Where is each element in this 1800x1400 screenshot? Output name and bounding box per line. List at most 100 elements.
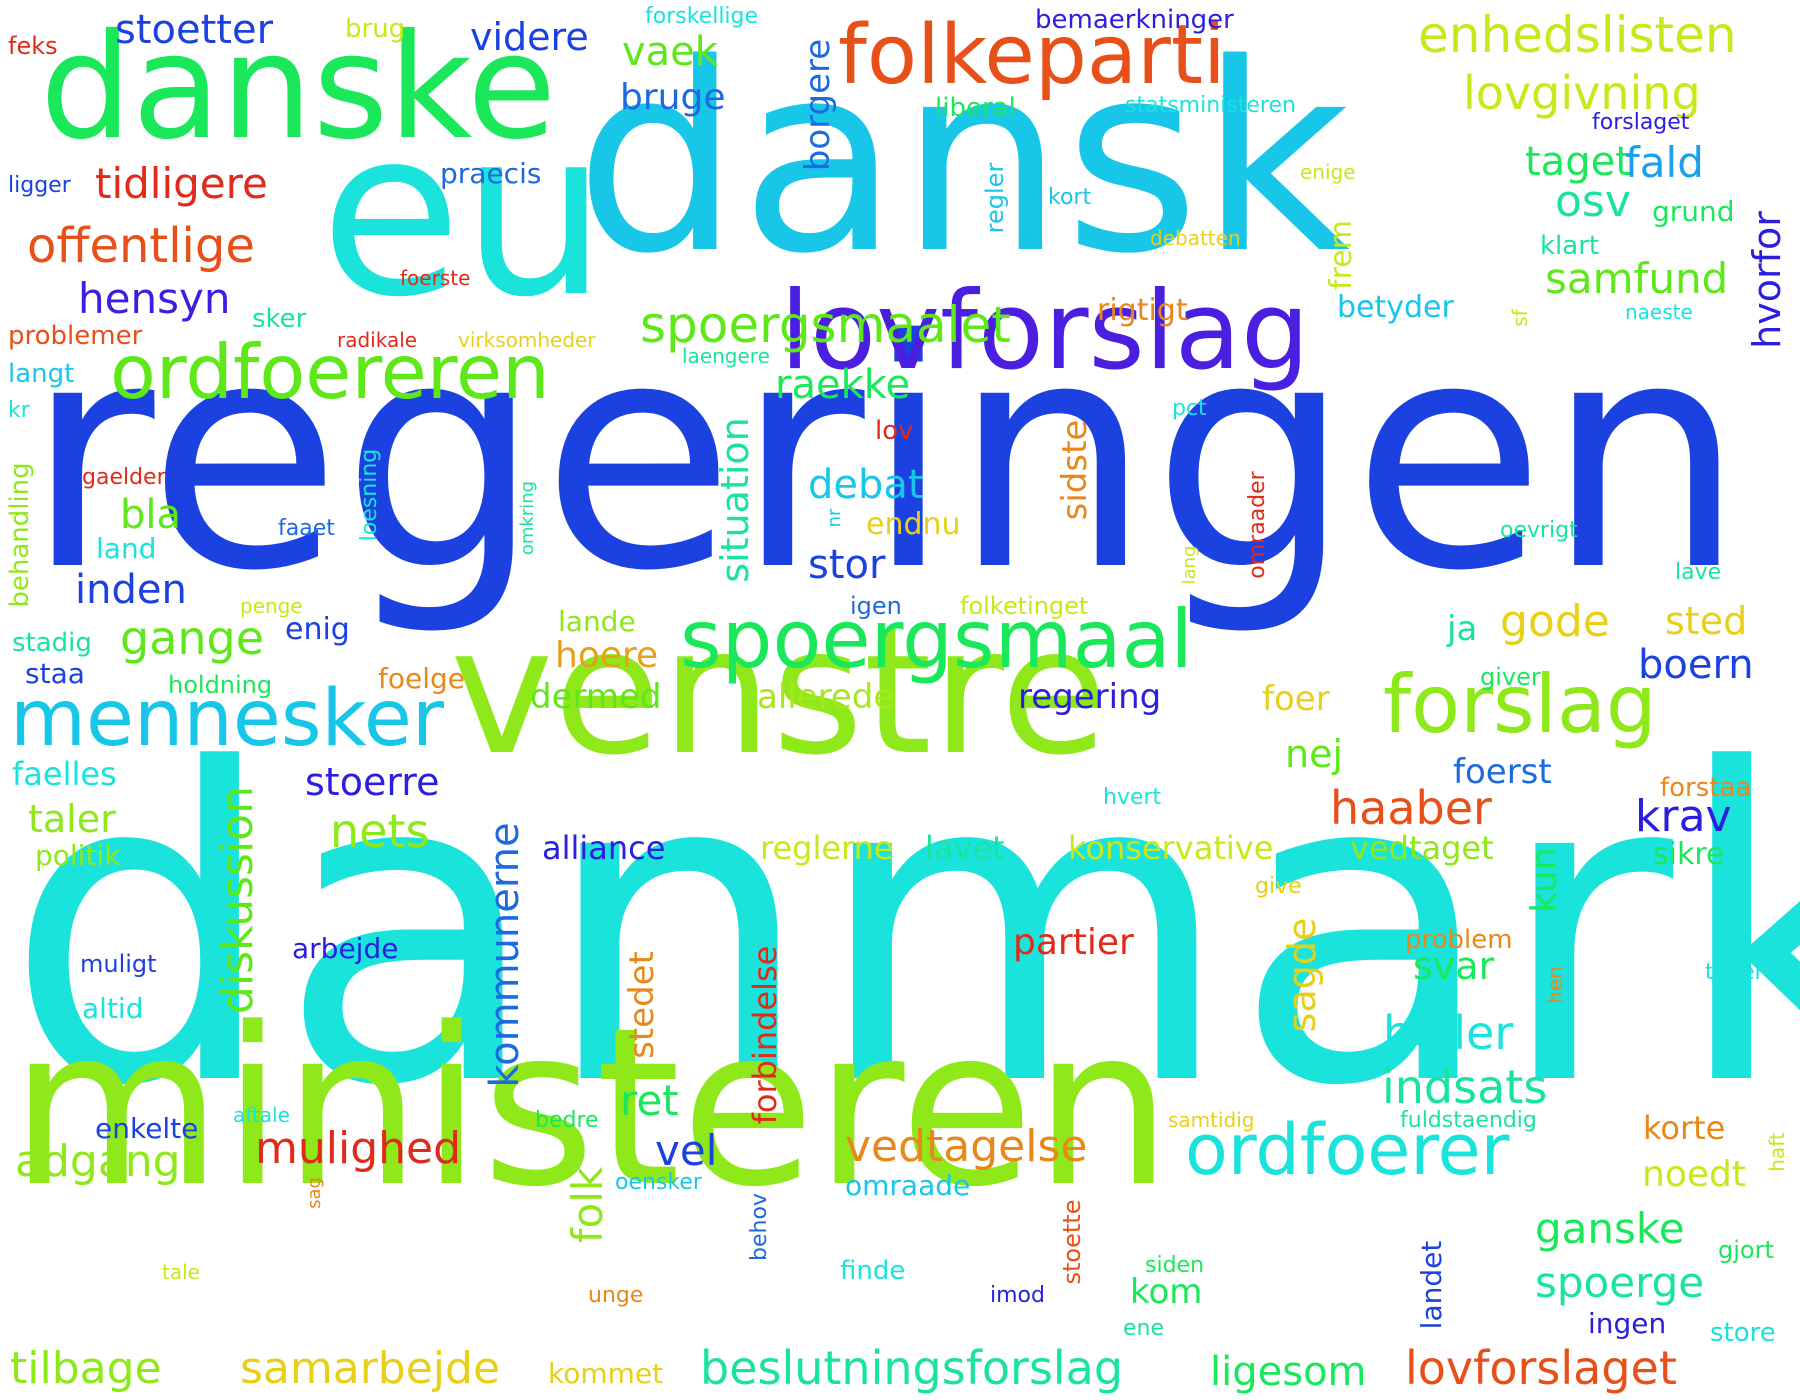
word-omkring: omkring	[517, 480, 538, 556]
word-nets: nets	[330, 804, 430, 858]
word-vedtaget: vedtaget	[1350, 829, 1494, 867]
word-regering: regering	[1018, 677, 1162, 717]
word-sikre: sikre	[1653, 837, 1725, 872]
word-holdning: holdning	[168, 671, 273, 699]
word-adgang: adgang	[15, 1136, 181, 1187]
word-lovforslaget: lovforslaget	[1405, 1341, 1677, 1395]
word-haaber: haaber	[1330, 781, 1492, 835]
word-behandling: behandling	[5, 462, 35, 608]
word-hensyn: hensyn	[78, 274, 231, 323]
word-feks: feks	[8, 32, 58, 60]
word-indsats: indsats	[1382, 1060, 1548, 1114]
word-spoergsmaalet: spoergsmaalet	[640, 296, 1011, 354]
word-landet: landet	[1415, 1240, 1448, 1330]
word-oensker: oensker	[615, 1170, 702, 1195]
word-enhedslisten: enhedslisten	[1418, 6, 1737, 64]
word-vel: vel	[655, 1126, 718, 1175]
word-siden: siden	[1145, 1253, 1205, 1278]
word-offentlige: offentlige	[27, 218, 255, 274]
word-igen: igen	[850, 592, 902, 620]
word-lande: lande	[558, 605, 636, 638]
word-folketinget: folketinget	[960, 592, 1089, 620]
word-kom: kom	[1130, 1272, 1203, 1312]
word-sker: sker	[252, 304, 307, 334]
word-partier: partier	[1013, 922, 1134, 963]
word-stoetter: stoetter	[115, 7, 274, 53]
word-venstre: venstre	[450, 591, 1108, 794]
word-dermed: dermed	[530, 677, 662, 717]
word-praecis: praecis	[440, 157, 542, 190]
word-aftale: aftale	[233, 1103, 290, 1127]
word-mennesker: mennesker	[10, 674, 444, 764]
word-loesning: loesning	[357, 448, 382, 542]
word-brug: brug	[345, 14, 406, 44]
word-ingen: ingen	[1588, 1307, 1667, 1340]
word-haft: haft	[1765, 1132, 1789, 1172]
word-borgere: borgere	[798, 38, 838, 172]
word-ret: ret	[620, 1076, 679, 1125]
word-betyder: betyder	[1337, 290, 1454, 325]
word-omraade: omraade	[845, 1169, 971, 1202]
word-naeste: naeste	[1625, 300, 1693, 324]
word-spoergsmaal: spoergsmaal	[680, 593, 1193, 686]
word-eu: eu	[320, 81, 608, 348]
word-ganske: ganske	[1535, 1204, 1685, 1253]
word-giver: giver	[1480, 663, 1541, 691]
word-give: give	[1255, 874, 1302, 899]
word-forslag: forslag	[1383, 658, 1657, 751]
word-kommunerne: kommunerne	[482, 822, 528, 1088]
word-gode: gode	[1500, 596, 1610, 647]
word-kr: kr	[8, 398, 30, 423]
word-ja: ja	[1447, 609, 1478, 649]
word-grund: grund	[1652, 195, 1735, 228]
word-forskellige: forskellige	[645, 4, 759, 29]
word-dansk: dansk	[575, 9, 1351, 311]
word-hvert: hvert	[1103, 785, 1162, 810]
word-forslaget: forslaget	[1592, 110, 1690, 135]
word-debat: debat	[808, 462, 924, 508]
word-enkelte: enkelte	[95, 1112, 199, 1145]
word-vaek: vaek	[622, 29, 718, 75]
word-klart: klart	[1540, 231, 1600, 261]
word-virksomheder: virksomheder	[458, 328, 596, 352]
word-stedet: stedet	[622, 951, 662, 1059]
word-foerst: foerst	[1453, 752, 1552, 792]
word-hoere: hoere	[555, 635, 659, 676]
word-folkeparti: folkeparti	[838, 8, 1226, 103]
word-staa: staa	[25, 657, 85, 690]
word-heller: heller	[1383, 1006, 1514, 1060]
word-sag: sag	[304, 1177, 325, 1209]
word-lave: lave	[1675, 560, 1722, 585]
word-kort: kort	[1048, 185, 1092, 210]
word-penge: penge	[240, 594, 303, 618]
word-alliance: alliance	[542, 829, 666, 867]
word-foer: foer	[1262, 679, 1330, 719]
word-stadig: stadig	[12, 628, 92, 658]
word-samarbejde: samarbejde	[240, 1343, 501, 1394]
word-ordfoerer: ordfoerer	[1185, 1109, 1510, 1191]
word-ligger: ligger	[8, 173, 71, 198]
word-samfund: samfund	[1545, 254, 1729, 303]
word-hvorfor: hvorfor	[1745, 211, 1789, 349]
word-liberal: liberal	[935, 93, 1016, 123]
word-store: store	[1710, 1318, 1776, 1348]
word-gange: gange	[120, 611, 265, 665]
word-konservative: konservative	[1068, 829, 1274, 867]
word-nr: nr	[824, 508, 845, 528]
word-bemaerkninger: bemaerkninger	[1035, 5, 1234, 35]
word-ordfoereren: ordfoereren	[110, 328, 550, 416]
word-korte: korte	[1643, 1109, 1726, 1147]
word-enig: enig	[285, 612, 350, 647]
word-sagde: sagde	[1280, 917, 1324, 1033]
word-krav: krav	[1635, 791, 1732, 842]
word-politik: politik	[35, 839, 121, 872]
word-rigtigt: rigtigt	[1097, 293, 1188, 328]
word-raekke: raekke	[775, 362, 911, 408]
word-imod: imod	[990, 1283, 1045, 1308]
word-unge: unge	[588, 1283, 644, 1308]
word-ligesom: ligesom	[1210, 1349, 1367, 1395]
word-behov: behov	[747, 1193, 772, 1261]
word-bedre: bedre	[535, 1108, 599, 1133]
word-enige: enige	[1300, 160, 1356, 184]
